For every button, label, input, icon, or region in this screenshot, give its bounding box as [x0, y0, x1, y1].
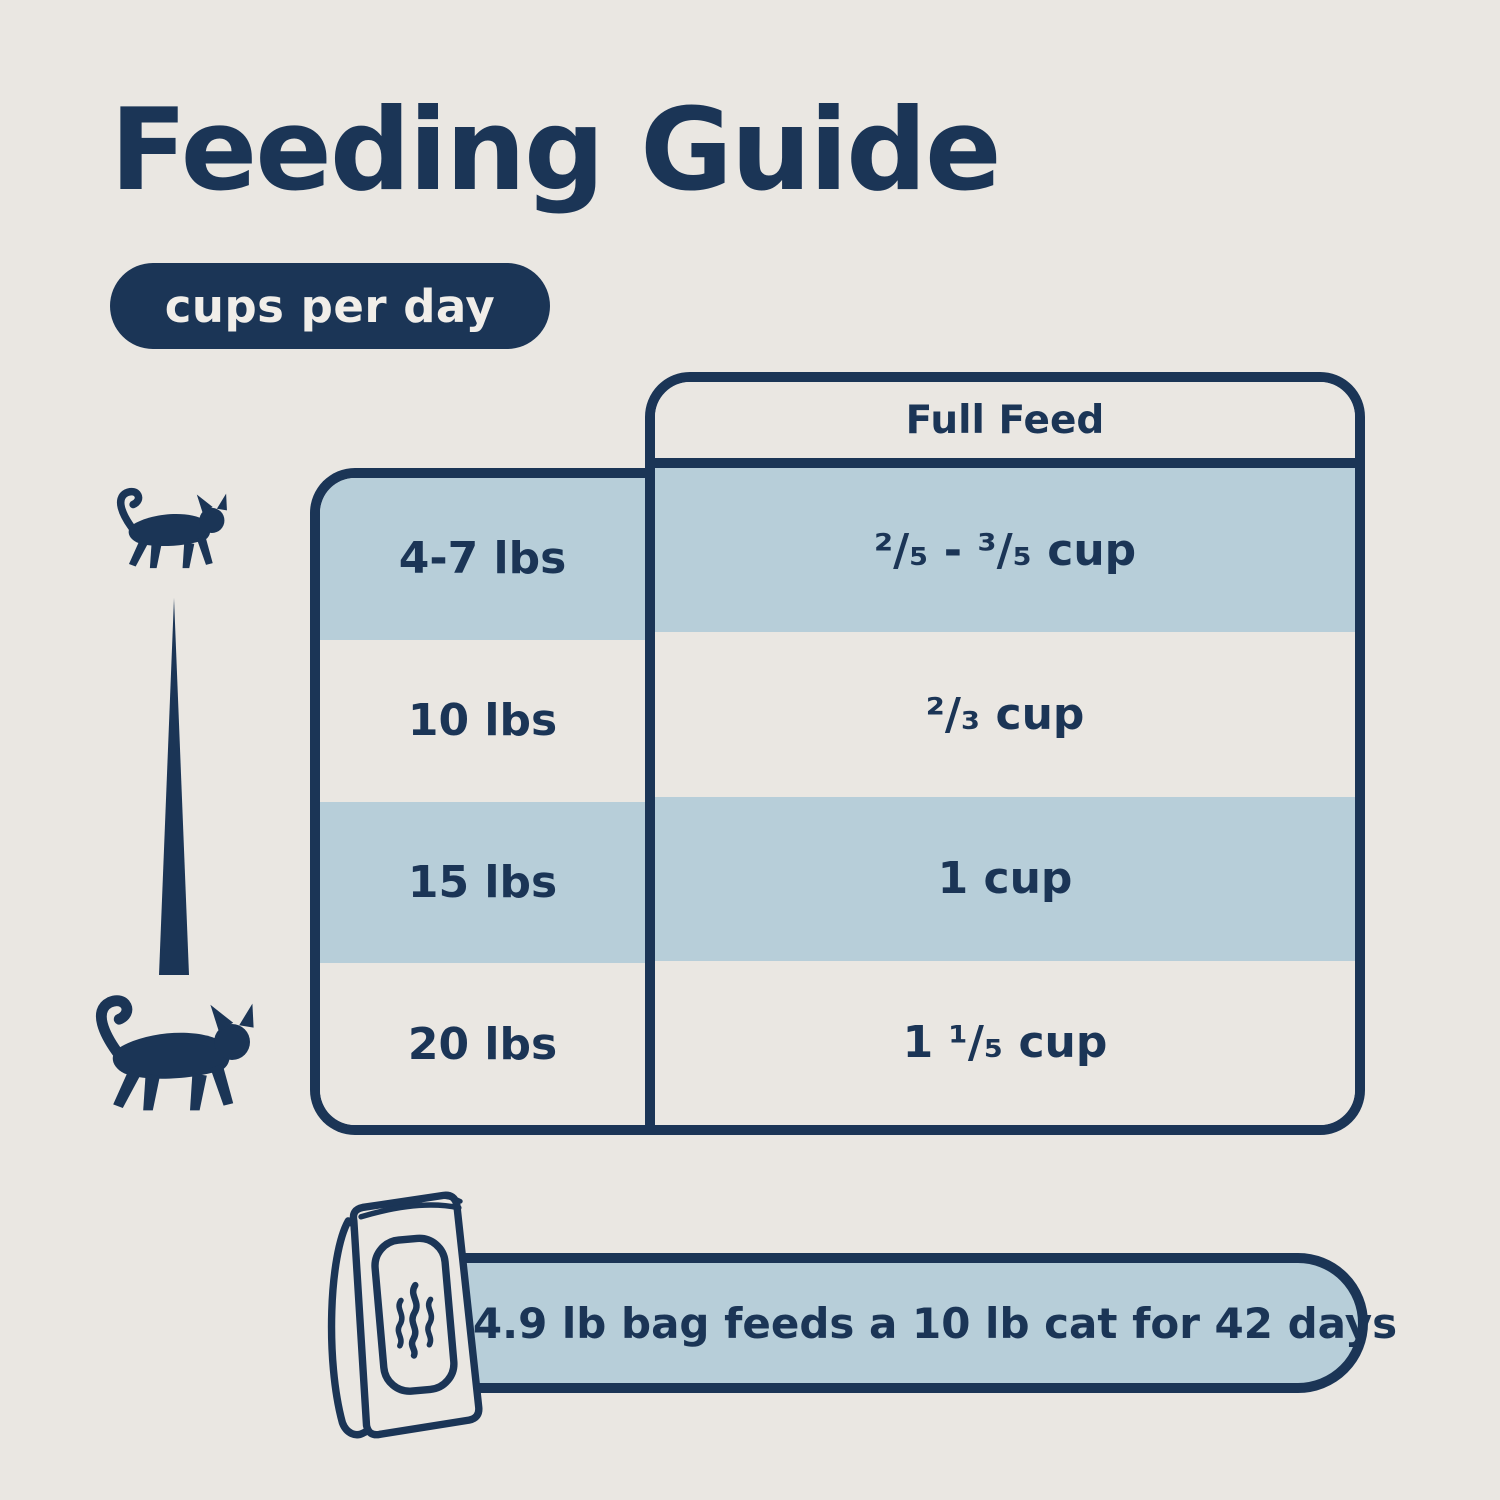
column-header-label: Full Feed — [905, 397, 1105, 443]
weight-column: 4-7 lbs 10 lbs 15 lbs 20 lbs — [310, 468, 645, 1135]
weight-label: 4-7 lbs — [398, 533, 567, 585]
table-row-weight-1: 4-7 lbs — [320, 478, 645, 640]
table-row-weight-2: 10 lbs — [320, 639, 645, 802]
page-title: Feeding Guide — [110, 84, 1002, 216]
bag-note-text: 4.9 lb bag feeds a 10 lb cat for 42 days — [472, 1298, 1398, 1348]
table-row-weight-4: 20 lbs — [320, 963, 645, 1125]
unit-badge: cups per day — [110, 263, 550, 349]
food-bag-icon — [327, 1191, 483, 1439]
small-cat-icon — [116, 487, 227, 569]
large-cat-icon — [95, 995, 254, 1111]
table-row-amount-2: ²/₃ cup — [655, 632, 1355, 797]
weight-label: 20 lbs — [407, 1018, 558, 1070]
unit-badge-label: cups per day — [164, 279, 496, 333]
bag-note-banner: 4.9 lb bag feeds a 10 lb cat for 42 days — [362, 1253, 1397, 1393]
amount-value: ²/₃ cup — [925, 688, 1085, 740]
full-feed-column: Full Feed ²/₅ - ³/₅ cup ²/₃ cup 1 cup 1 … — [645, 372, 1365, 1135]
size-scale-triangle — [159, 598, 189, 975]
full-feed-header: Full Feed — [655, 382, 1355, 468]
amount-value: 1 cup — [937, 853, 1073, 905]
table-row-amount-3: 1 cup — [655, 796, 1355, 961]
weight-label: 15 lbs — [407, 856, 558, 908]
table-row-amount-1: ²/₅ - ³/₅ cup — [655, 468, 1355, 633]
amount-value: ²/₅ - ³/₅ cup — [873, 524, 1137, 576]
steam-icon — [395, 1281, 435, 1359]
amount-value: 1 ¹/₅ cup — [902, 1017, 1108, 1069]
table-row-weight-3: 15 lbs — [320, 801, 645, 964]
table-row-amount-4: 1 ¹/₅ cup — [655, 960, 1355, 1125]
weight-label: 10 lbs — [407, 695, 558, 747]
